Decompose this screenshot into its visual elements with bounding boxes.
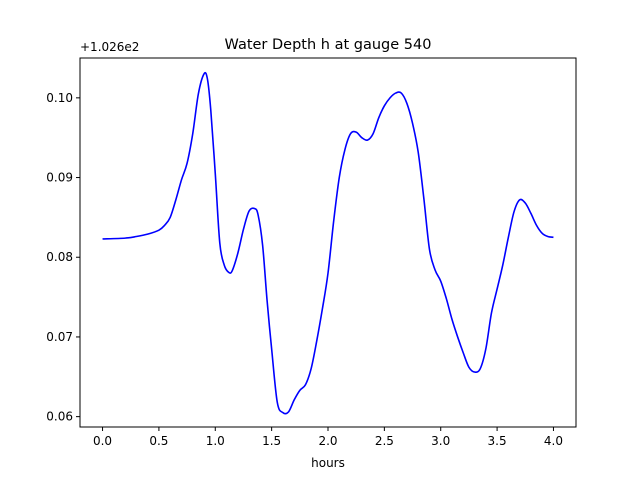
x-tick-label: 1.0	[206, 434, 225, 448]
y-tick-label: 0.09	[46, 171, 73, 185]
y-tick-label: 0.07	[46, 330, 73, 344]
chart-title: Water Depth h at gauge 540	[225, 37, 432, 53]
y-tick-label: 0.10	[46, 91, 73, 105]
x-tick-label: 4.0	[544, 434, 563, 448]
x-axis-label: hours	[311, 456, 345, 470]
x-tick-label: 3.0	[431, 434, 450, 448]
x-tick-label: 3.5	[488, 434, 507, 448]
axis-ticks: 0.0 0.5 1.0 1.5 2.0 2.5 3.0 3.5 4.0 0.06 0.07 0.08 0…	[46, 91, 563, 448]
plot-area	[102, 71, 554, 415]
x-tick-label: 1.5	[262, 434, 281, 448]
x-tick-label: 2.5	[375, 434, 394, 448]
x-tick-label: 2.0	[318, 434, 337, 448]
y-tick-label: 0.08	[46, 250, 73, 264]
x-tick-label: 0.5	[149, 434, 168, 448]
axes-frame	[79, 57, 577, 428]
x-tick-label: 0.0	[93, 434, 112, 448]
y-tick-label: 0.06	[46, 410, 73, 424]
y-offset-label: +1.026e2	[80, 40, 139, 54]
series-line-0	[102, 71, 554, 415]
